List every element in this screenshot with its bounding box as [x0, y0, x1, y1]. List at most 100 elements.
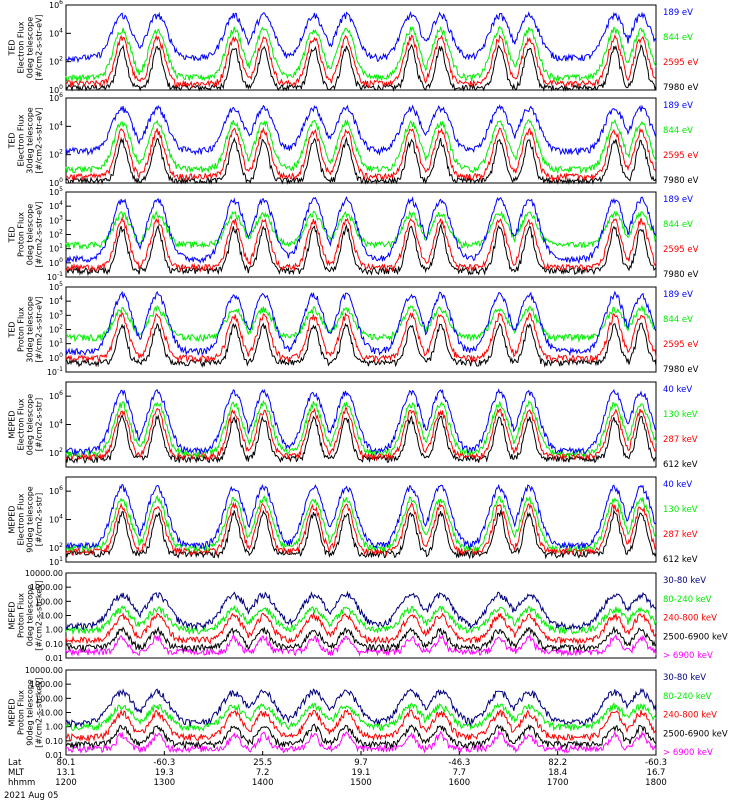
series-line-3: [65, 118, 657, 175]
y-axis-label-line: 0deg telescope: [26, 585, 35, 646]
x-tick-label: 1200: [55, 778, 77, 788]
y-tick-exponent: 0: [59, 84, 63, 91]
panel-frame: [65, 4, 657, 91]
series-line-2: [65, 625, 657, 653]
y-tick-label: 104: [49, 419, 63, 430]
y-tick-exponent: 4: [59, 200, 63, 207]
series-line-4: [65, 11, 657, 63]
legend-entry: 844 eV: [663, 315, 693, 325]
x-tick-label: 18.4: [548, 768, 567, 778]
y-tick-label: 1000.00: [30, 583, 63, 592]
y-axis-label-line: [#/cm2-s-str-eV]: [35, 201, 44, 267]
y-tick-exponent: 0: [59, 177, 63, 184]
y-tick-label: 0.10: [45, 737, 63, 746]
y-tick-label: 105: [49, 186, 63, 197]
y-tick-label: 104: [49, 200, 63, 211]
y-tick-label: 104: [49, 27, 63, 38]
legend-entry: 7980 eV: [663, 270, 699, 280]
x-row-label: MLT: [8, 768, 25, 778]
y-tick-exponent: 6: [59, 0, 63, 6]
y-tick-label: 102: [49, 447, 63, 458]
y-axis-label-line: 30deg telescope: [26, 107, 35, 174]
y-tick-exponent: -1: [57, 366, 63, 373]
x-tick-label: 1300: [154, 778, 176, 788]
y-axis-label: MEPEDElectron Flux0deg telescope[#/cm2-s…: [8, 394, 44, 455]
legend-entry: 30-80 keV: [663, 673, 706, 683]
y-tick-exponent: 4: [59, 419, 63, 426]
series-line-1: [65, 633, 657, 657]
legend-entry: 240-800 keV: [663, 711, 717, 721]
series-line-1: [65, 729, 657, 754]
y-axis-label-line: TED: [8, 226, 17, 243]
y-tick-exponent: 2: [59, 56, 63, 63]
y-tick-label: 0.01: [45, 654, 63, 663]
y-tick-label: 104: [49, 120, 63, 131]
y-tick-label: 102: [49, 56, 63, 67]
legend-entry: 189 eV: [663, 195, 693, 205]
y-tick-label: 10.00: [40, 709, 63, 718]
y-axis-label: TEDProton Flux0deg telescope[#/cm2-s-str…: [8, 201, 44, 267]
y-tick-exponent: 0: [59, 257, 63, 264]
x-tick-label: 25.5: [253, 758, 272, 768]
legend-entry: 612 keV: [663, 460, 698, 470]
y-axis-label-line: 0deg telescope: [26, 17, 35, 78]
y-axis-label-line: [#/cm2-s-str-keV]: [35, 677, 44, 748]
legend-entry: 40 keV: [663, 385, 692, 395]
x-tick-label: -60.3: [153, 758, 175, 768]
x-tick-label: -46.3: [448, 758, 470, 768]
y-axis-label-line: MEPED: [8, 506, 17, 534]
y-tick-label: 101: [49, 243, 63, 254]
y-tick-label: 101: [49, 556, 63, 567]
y-axis-label-line: MEPED: [8, 699, 17, 727]
y-tick-exponent: 6: [59, 485, 63, 492]
y-axis-label-line: Proton Flux: [17, 690, 26, 735]
panel-2: 100 102 104 106 TEDElectron Flux30deg telesc…: [8, 92, 699, 188]
x-tick-label: 1800: [645, 778, 667, 788]
series-line-2: [66, 126, 657, 183]
y-tick-label: 106: [49, 485, 63, 496]
y-axis-label-line: [#/cm2-s-str]: [35, 398, 44, 451]
legend-entry: 189 eV: [663, 101, 693, 111]
series-line-3: [65, 709, 657, 743]
y-tick-label: 0.01: [45, 751, 63, 760]
panel-7: 10000.001000.00100.0010.001.000.100.01ME…: [8, 569, 728, 663]
y-tick-label: 1.00: [45, 723, 63, 732]
series-line-5: [65, 687, 657, 729]
y-axis-label-line: 90deg telescope: [26, 486, 35, 553]
legend-entry: 40 keV: [663, 480, 692, 490]
series-line-1: [66, 223, 657, 277]
x-tick-label: 9.7: [354, 758, 368, 768]
legend-entry: 844 eV: [663, 126, 693, 136]
x-row-label: hhmm: [8, 778, 35, 788]
legend-entry: > 6900 keV: [663, 651, 713, 661]
y-axis-label-line: MEPED: [8, 411, 17, 439]
y-axis-label-line: 90deg telescope: [26, 679, 35, 746]
x-tick-label: -60.3: [645, 758, 667, 768]
y-tick-label: 10-1: [47, 271, 63, 282]
y-axis-label-line: [#/cm2-s-str]: [35, 493, 44, 546]
y-axis-label-line: Electron Flux: [17, 398, 26, 450]
y-axis-label-line: MEPED: [8, 602, 17, 630]
y-tick-exponent: 2: [59, 542, 63, 549]
y-axis-label: MEPEDProton Flux0deg telescope[#/cm2-s-s…: [8, 580, 44, 651]
y-tick-exponent: 1: [59, 243, 63, 250]
y-tick-exponent: 0: [59, 352, 63, 359]
y-tick-label: 104: [49, 295, 63, 306]
y-axis-label-line: [#/cm2-s-str-eV]: [35, 296, 44, 362]
y-axis-label-line: Electron Flux: [17, 493, 26, 545]
panel-5: 102 104 106 MEPEDElectron Flux0deg telescop…: [8, 381, 698, 470]
y-tick-exponent: 6: [59, 92, 63, 99]
y-tick-label: 105: [49, 281, 63, 292]
y-tick-label: 100.00: [35, 597, 63, 606]
legend-entry: 287 keV: [663, 435, 698, 445]
x-tick-label: 19.3: [155, 768, 174, 778]
x-tick-label: 19.1: [352, 768, 371, 778]
y-tick-exponent: 2: [59, 149, 63, 156]
x-tick-label: 1600: [449, 778, 471, 788]
series-line-2: [65, 723, 657, 751]
legend-entry: 2595 eV: [663, 151, 699, 161]
series-line-1: [65, 44, 657, 92]
legend-entry: > 6900 keV: [663, 748, 713, 758]
